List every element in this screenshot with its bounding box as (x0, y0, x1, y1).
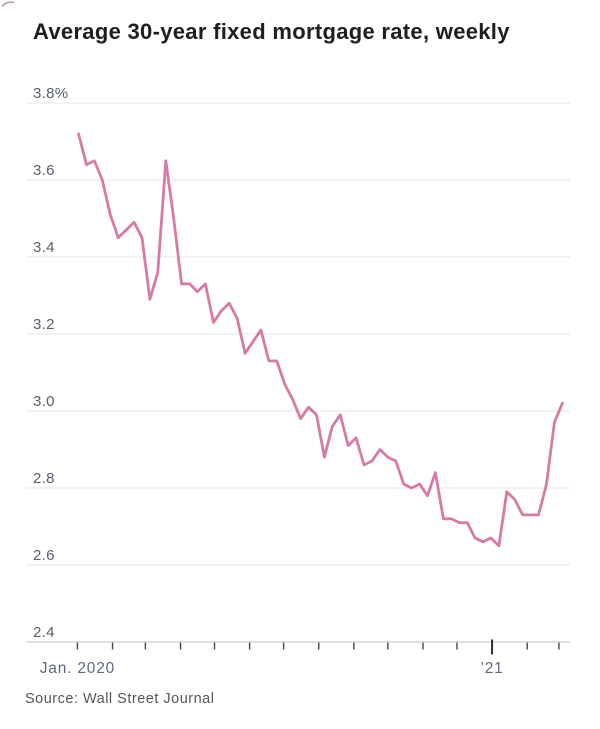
y-axis-tick-label: 3.2 (33, 316, 55, 333)
y-axis-tick-label: 2.6 (33, 547, 55, 564)
y-axis-tick-label: 2.4 (33, 624, 55, 641)
chart-title: Average 30-year fixed mortgage rate, wee… (33, 19, 510, 44)
y-axis-tick-label: 3.0 (33, 393, 55, 410)
source-credit: Source: Wall Street Journal (25, 691, 215, 707)
y-axis-tick-label: 3.8% (33, 85, 68, 102)
screen-artifact-mark (1, 1, 15, 8)
mortgage-rate-series-line (77, 132, 564, 548)
y-axis-tick-label: 3.6 (33, 162, 55, 179)
y-axis-tick-label: 2.8 (33, 470, 55, 487)
x-axis-tick-label: ’21 (481, 660, 504, 677)
x-axis-tick-label: Jan. 2020 (40, 660, 115, 677)
y-axis-tick-label: 3.4 (33, 239, 55, 256)
